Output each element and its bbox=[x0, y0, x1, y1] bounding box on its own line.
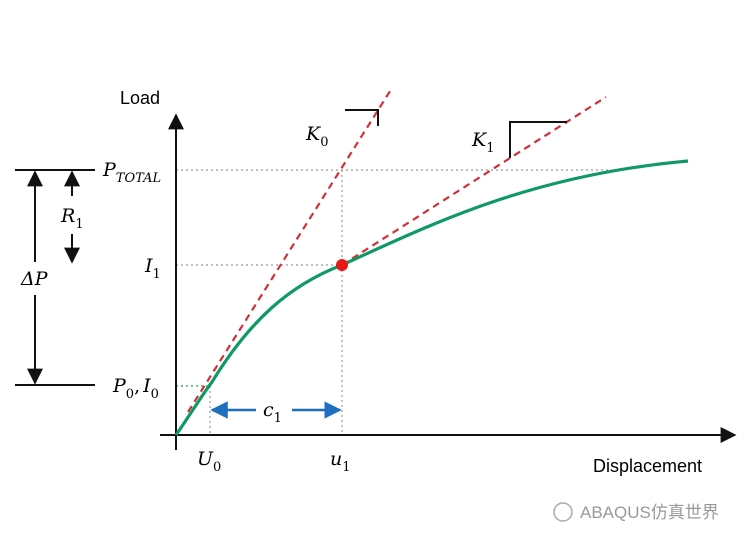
delta-p-label: ΔP bbox=[20, 268, 49, 290]
c1-label-bg bbox=[256, 398, 292, 424]
load-curve bbox=[174, 159, 689, 436]
k0-base: K bbox=[305, 123, 322, 145]
r1-label: R1 bbox=[60, 205, 84, 232]
c1-label: c1 bbox=[263, 399, 282, 426]
i0-sub: 0 bbox=[151, 387, 159, 402]
u1-label: u1 bbox=[330, 448, 351, 475]
u0-sub: 0 bbox=[213, 460, 221, 475]
p0-base: P bbox=[112, 375, 127, 397]
c1-sub: 1 bbox=[274, 411, 282, 426]
k1-label: K1 bbox=[471, 129, 494, 156]
k0-sub: 0 bbox=[320, 135, 328, 150]
u1-base: u bbox=[330, 448, 342, 470]
slope-triangle-k0 bbox=[345, 109, 379, 126]
k1-base: K bbox=[471, 129, 488, 151]
i1-base: I bbox=[144, 255, 153, 277]
p-total-sub: TOTAL bbox=[116, 171, 161, 186]
guides bbox=[176, 169, 612, 435]
r1-base: R bbox=[60, 205, 75, 227]
tangent-k0 bbox=[187, 87, 393, 413]
i1-label: I1 bbox=[144, 255, 161, 282]
i1-sub: 1 bbox=[153, 267, 161, 282]
u0-base: U bbox=[197, 448, 214, 470]
y-axis-label: Load bbox=[120, 88, 160, 108]
u1-sub: 1 bbox=[342, 460, 350, 475]
u0-label: U0 bbox=[197, 448, 221, 475]
k0-label: K0 bbox=[305, 123, 328, 150]
p-total-base: P bbox=[102, 159, 117, 181]
watermark: ABAQUS仿真世界 bbox=[553, 502, 719, 522]
separator: , bbox=[134, 375, 140, 397]
watermark-text: ABAQUS仿真世界 bbox=[580, 503, 719, 522]
p-total-label: PTOTAL bbox=[102, 159, 161, 186]
p0-sub: 0 bbox=[126, 387, 134, 402]
p0-i0-label: P0, I0 bbox=[112, 375, 159, 402]
x-axis-label: Displacement bbox=[593, 456, 702, 476]
slope-triangle-k1 bbox=[509, 121, 567, 158]
r1-sub: 1 bbox=[75, 217, 83, 232]
c1-base: c bbox=[263, 399, 274, 421]
i0-base: I bbox=[142, 375, 151, 397]
tangent-k1 bbox=[341, 96, 607, 266]
k1-sub: 1 bbox=[486, 141, 494, 156]
iteration-point bbox=[336, 259, 348, 271]
